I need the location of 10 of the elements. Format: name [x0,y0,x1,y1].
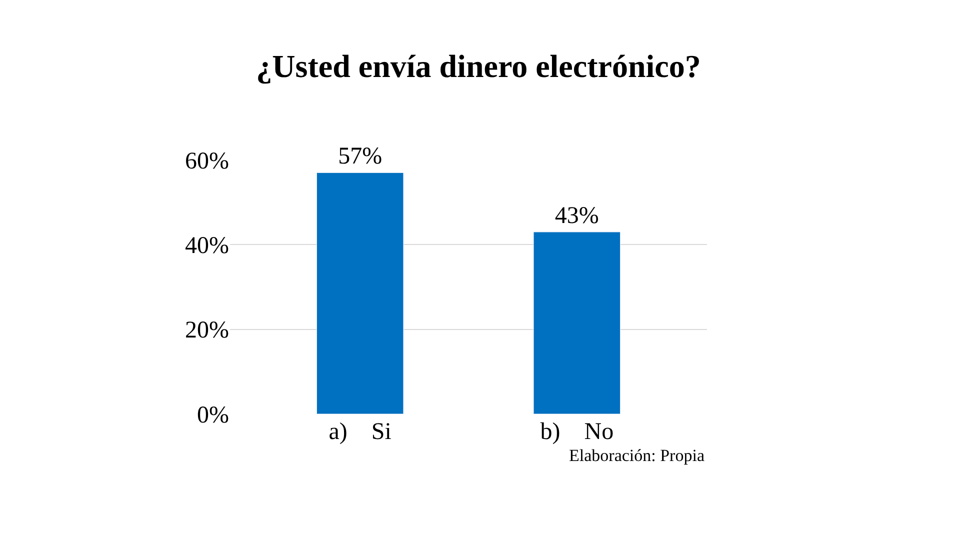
chart-title: ¿Usted envía dinero electrónico? [256,48,701,84]
y-tick-label: 40% [185,233,229,260]
y-tick-label: 0% [197,402,229,428]
text: Elaboración: Propia [569,446,705,465]
x-tick-label: a) Si [328,419,392,445]
x-tick-label: b) No [540,419,614,445]
y-tick-label: 60% [185,148,229,174]
data-label: 43% [554,202,599,229]
y-tick-label: 20% [185,318,229,344]
data-label: 57% [338,144,382,170]
